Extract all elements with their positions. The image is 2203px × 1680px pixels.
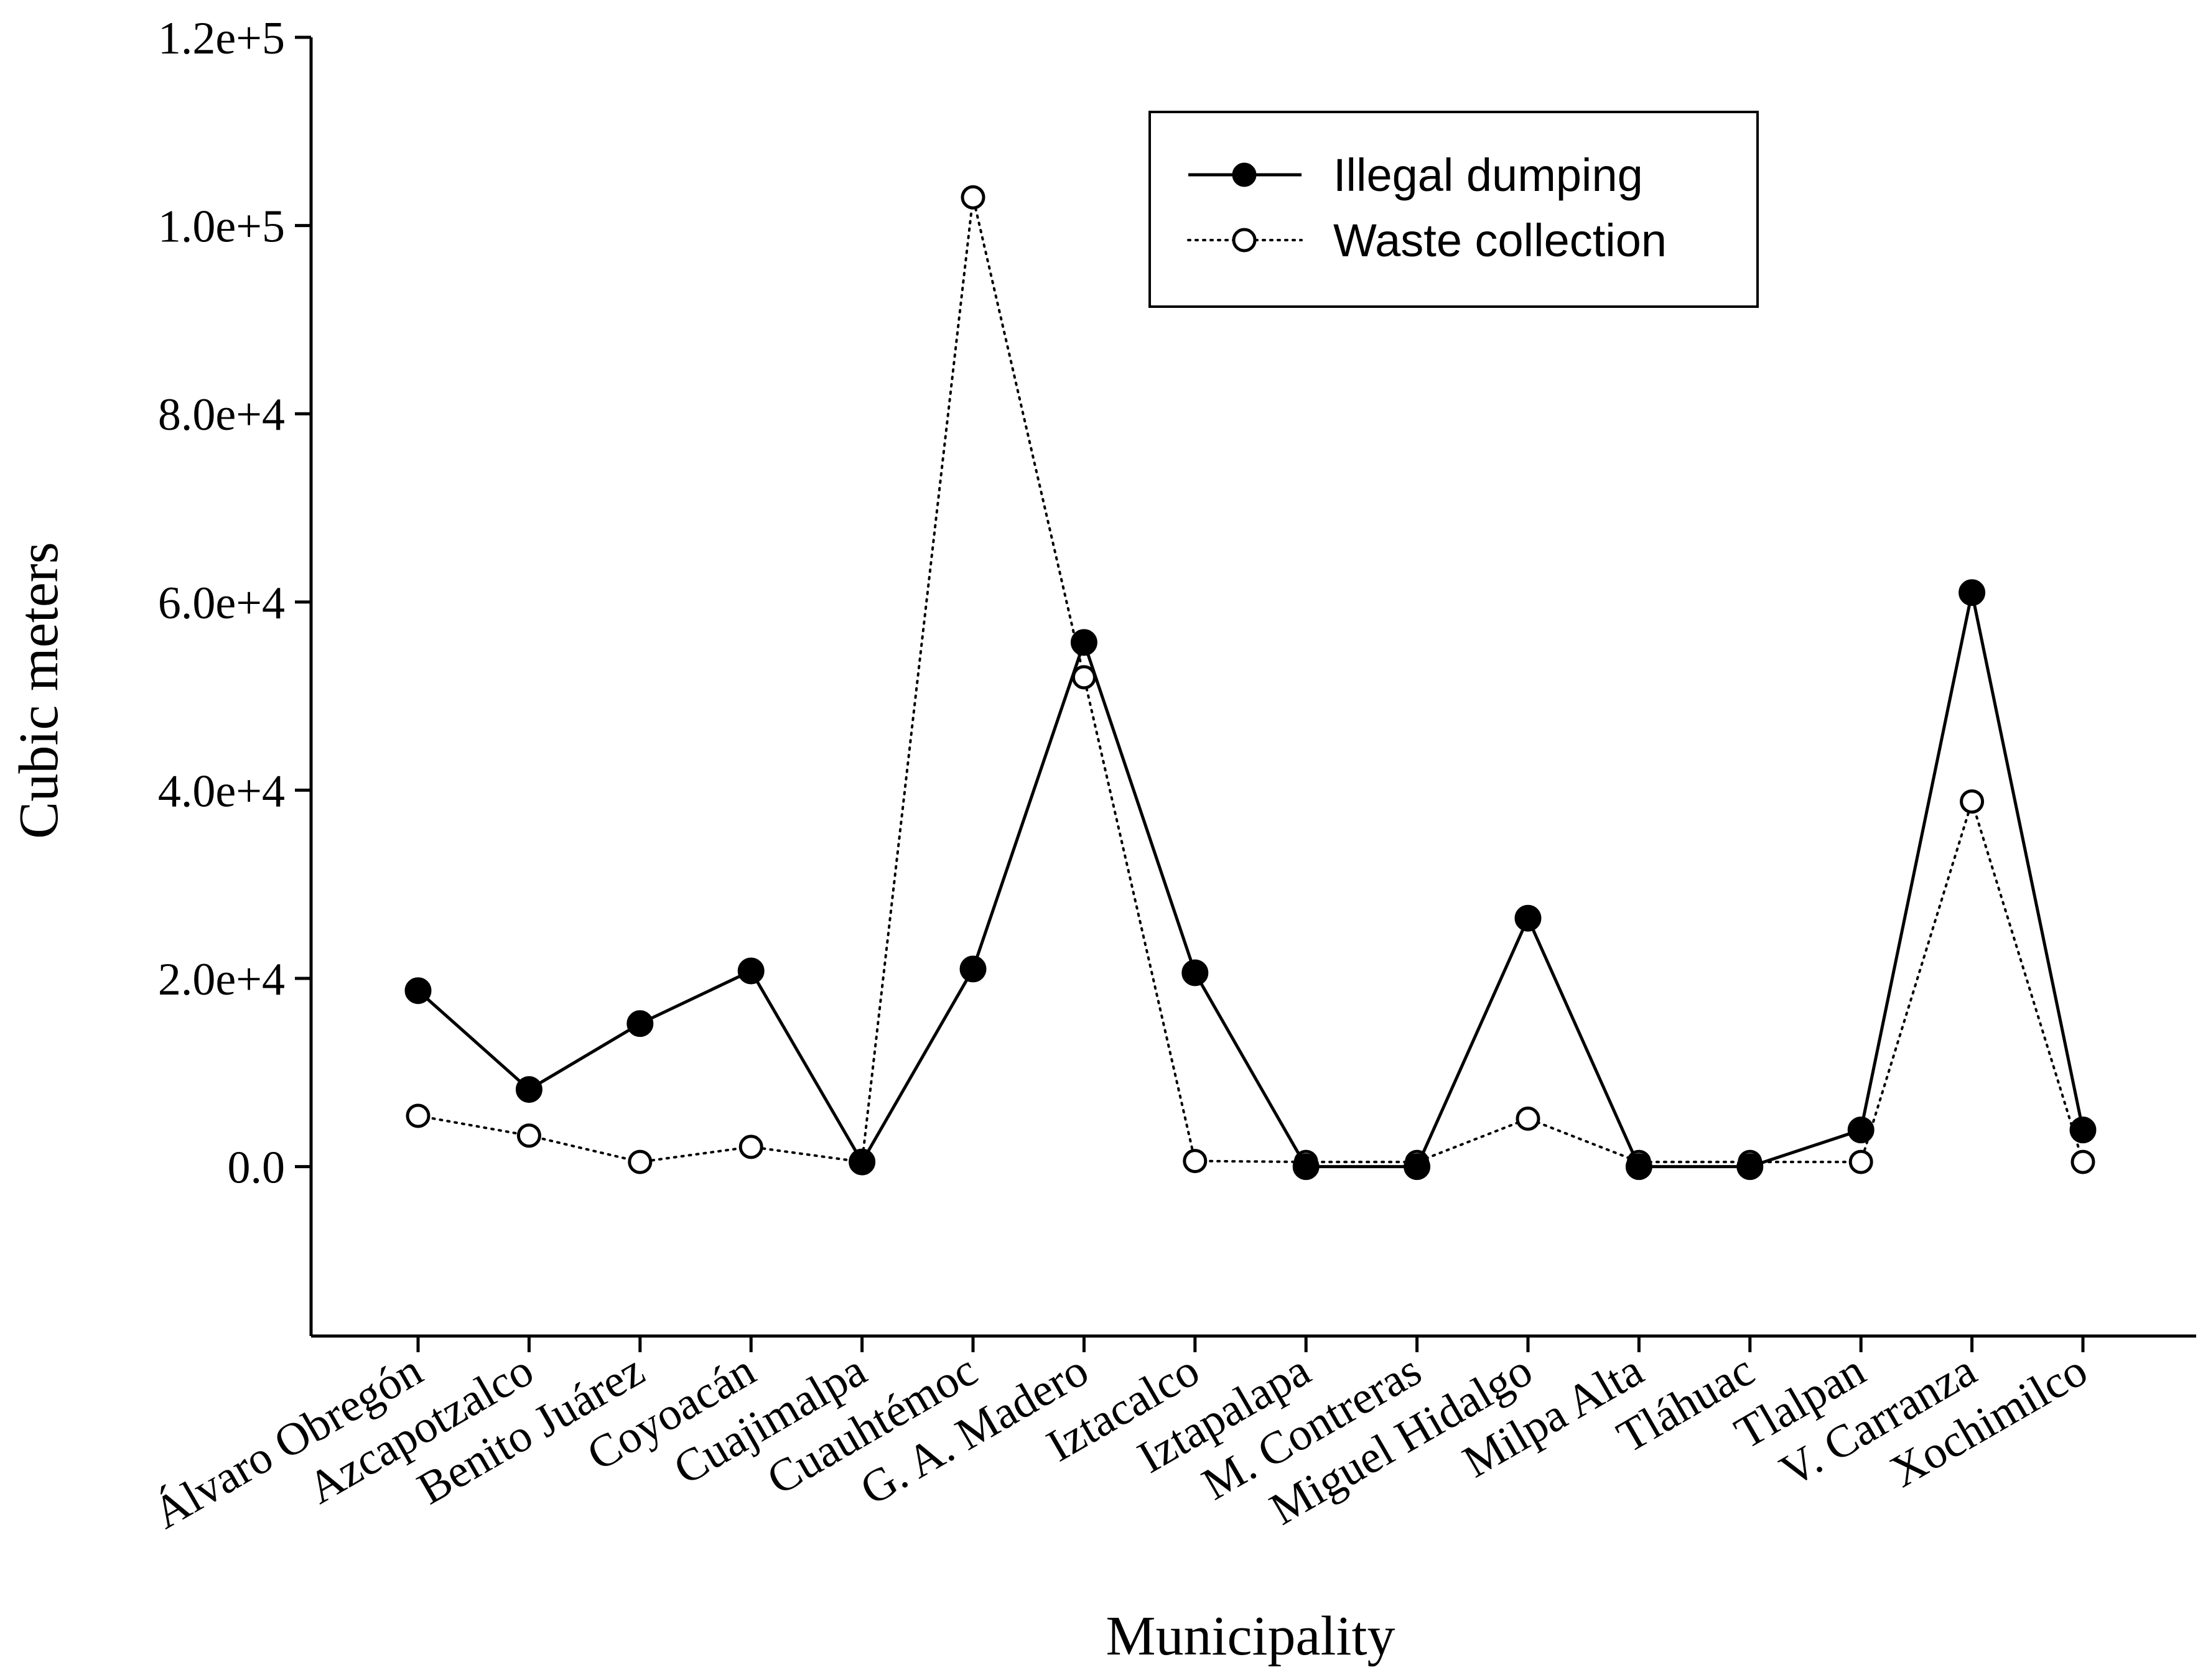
y-tick-label: 4.0e+4 (158, 766, 285, 817)
point-illegal-dumping-coyoacan (737, 957, 765, 985)
point-waste-collection-xochimilco (2070, 1149, 2095, 1174)
point-illegal-dumping-cuajimalpa (849, 1148, 876, 1176)
point-waste-collection-coyoacan (738, 1135, 763, 1159)
y-axis-title: Cubic meters (8, 542, 70, 838)
series-line-illegal-dumping (417, 592, 2085, 1169)
point-waste-collection-g-a-madero (1071, 665, 1096, 690)
point-illegal-dumping-v-carranza (1958, 579, 1986, 606)
series-line-waste-collection (417, 197, 2084, 1164)
legend-marker-illegal-dumping (1232, 162, 1257, 187)
point-waste-collection-tlalpan (1848, 1149, 1873, 1174)
y-tick-label: 0.0 (228, 1143, 286, 1194)
point-illegal-dumping-alvaro-obregon (404, 977, 432, 1005)
y-tick-label: 6.0e+4 (158, 578, 285, 629)
point-waste-collection-benito-juarez (628, 1149, 653, 1174)
point-waste-collection-alvaro-obregon (406, 1103, 431, 1128)
point-waste-collection-cuauhtemoc (961, 185, 985, 210)
legend: Illegal dumping Waste collection (1148, 111, 1759, 308)
y-tick-label: 2.0e+4 (158, 954, 285, 1005)
x-axis-title: Municipality (1106, 1605, 1395, 1667)
point-illegal-dumping-g-a-madero (1070, 629, 1097, 656)
series-layer (404, 185, 2097, 1181)
y-tick-label: 8.0e+4 (158, 389, 285, 440)
legend-label-illegal-dumping: Illegal dumping (1333, 149, 1643, 201)
legend-label-waste-collection: Waste collection (1333, 215, 1667, 266)
y-tick-label: 1.0e+5 (158, 202, 285, 253)
point-illegal-dumping-cuauhtemoc (959, 955, 987, 983)
y-ticks: 0.0 2.0e+4 4.0e+4 6.0e+4 8.0e+4 1.0e+5 1.2e+5 (158, 13, 311, 1194)
point-illegal-dumping-miguel-hidalgo (1514, 904, 1542, 932)
point-waste-collection-v-carranza (1960, 789, 1985, 814)
point-waste-collection-miguel-hidalgo (1516, 1106, 1540, 1131)
point-illegal-dumping-benito-juarez (626, 1010, 654, 1037)
point-illegal-dumping-m-contreras (1404, 1153, 1431, 1181)
point-illegal-dumping-xochimilco (2069, 1116, 2097, 1144)
legend-marker-waste-collection (1232, 228, 1257, 253)
point-waste-collection-azcapotzalco (516, 1123, 541, 1148)
point-illegal-dumping-iztapalapa (1292, 1153, 1320, 1181)
point-illegal-dumping-milpa-alta (1625, 1153, 1652, 1181)
point-illegal-dumping-tlalpan (1847, 1116, 1875, 1144)
axes (309, 37, 2196, 1338)
point-waste-collection-iztacalco (1183, 1149, 1208, 1174)
legend-box (1148, 111, 1759, 308)
y-tick-label: 1.2e+5 (158, 13, 285, 64)
point-illegal-dumping-iztacalco (1181, 959, 1209, 986)
point-illegal-dumping-tlahuac (1736, 1153, 1764, 1181)
point-illegal-dumping-azcapotzalco (515, 1076, 543, 1103)
